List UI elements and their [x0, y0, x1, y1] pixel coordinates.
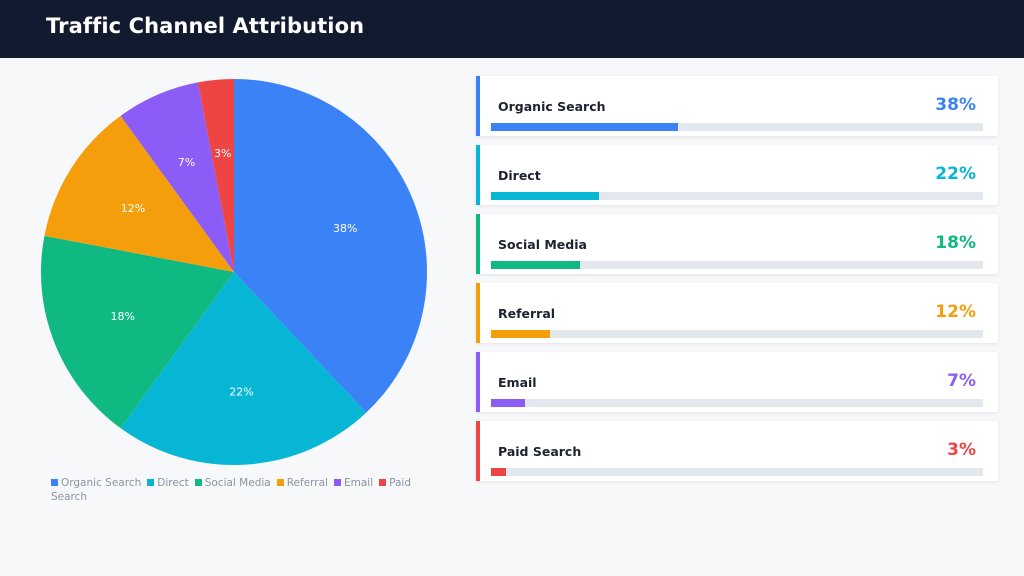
channel-label: Organic Search — [498, 99, 606, 114]
legend-label: Paid Search — [51, 477, 412, 503]
legend-label: Organic Search — [61, 477, 142, 489]
channel-card-referral: Referral 12% — [476, 283, 998, 343]
chart-legend: Organic Search Direct Social Media Referral… — [51, 476, 431, 504]
legend-swatch — [333, 479, 341, 486]
channel-percentage: 18% — [935, 233, 976, 253]
channel-card-social-media: Social Media 18% — [476, 214, 998, 274]
card-accent-bar — [476, 76, 480, 136]
progress-track — [491, 330, 983, 338]
progress-track — [491, 123, 983, 131]
pie-chart: 38% 22% 18% 12% 7% 3% — [41, 79, 427, 465]
legend-item[interactable]: Referral — [276, 477, 328, 489]
progress-track — [491, 192, 983, 200]
pie-data-label: 7% — [178, 156, 195, 169]
progress-fill — [491, 192, 600, 200]
channel-label: Referral — [498, 306, 556, 321]
legend-label: Email — [343, 477, 374, 489]
legend-item[interactable]: Direct — [147, 477, 189, 489]
pie-slice-email[interactable] — [120, 82, 234, 272]
legend-item[interactable]: Social Media — [194, 477, 271, 489]
pie-data-label: 38% — [333, 222, 357, 235]
channel-percentage: 3% — [947, 440, 976, 460]
legend-label: Referral — [286, 477, 328, 489]
card-accent-bar — [476, 421, 480, 481]
pie-data-label: 12% — [121, 202, 145, 215]
legend-label: Social Media — [204, 477, 271, 489]
progress-track — [491, 261, 983, 269]
pie-slice-paid-search[interactable] — [197, 79, 234, 272]
legend-swatch — [379, 479, 387, 486]
legend-swatch — [147, 479, 155, 486]
pie-slice-referral[interactable] — [44, 115, 234, 273]
channel-cards: Organic Search 38% Direct 22% Social Media 18… — [476, 76, 998, 490]
channel-card-organic-search: Organic Search 38% — [476, 76, 998, 136]
pie-data-label: 3% — [214, 147, 231, 160]
legend-item[interactable]: Email — [333, 477, 374, 489]
channel-percentage: 22% — [935, 164, 976, 184]
header-bar: Traffic Channel Attribution — [0, 0, 1024, 58]
channel-label: Email — [498, 375, 537, 390]
legend-item[interactable]: Organic Search — [51, 477, 141, 489]
channel-card-email: Email 7% — [476, 352, 998, 412]
channel-label: Paid Search — [498, 444, 582, 459]
progress-fill — [491, 123, 678, 131]
pie-data-label: 18% — [111, 310, 135, 323]
channel-label: Direct — [498, 168, 541, 183]
pie-data-label: 22% — [229, 385, 253, 398]
channel-card-paid-search: Paid Search 3% — [476, 421, 998, 481]
channel-label: Social Media — [498, 237, 587, 252]
legend-label: Direct — [157, 477, 189, 489]
legend-swatch — [276, 479, 284, 486]
pie-slice-social-media[interactable] — [41, 235, 234, 429]
legend-swatch — [51, 479, 58, 486]
progress-fill — [491, 330, 551, 338]
pie-chart-area: 38% 22% 18% 12% 7% 3% Organic Search Direct Soc… — [30, 70, 450, 510]
progress-track — [491, 468, 983, 476]
legend-swatch — [194, 479, 202, 486]
pie-slice-organic-search[interactable] — [234, 79, 427, 413]
card-accent-bar — [476, 352, 480, 412]
card-accent-bar — [476, 145, 480, 205]
page-title: Traffic Channel Attribution — [46, 14, 365, 38]
card-accent-bar — [476, 214, 480, 274]
pie-slice-direct[interactable] — [120, 272, 367, 465]
legend-item[interactable]: Paid Search — [51, 477, 411, 503]
progress-fill — [491, 261, 580, 269]
channel-percentage: 38% — [935, 95, 976, 115]
channel-card-direct: Direct 22% — [476, 145, 998, 205]
channel-percentage: 7% — [947, 371, 976, 391]
progress-track — [491, 399, 983, 407]
progress-fill — [491, 468, 506, 476]
card-accent-bar — [476, 283, 480, 343]
channel-percentage: 12% — [935, 302, 976, 322]
progress-fill — [491, 399, 526, 407]
